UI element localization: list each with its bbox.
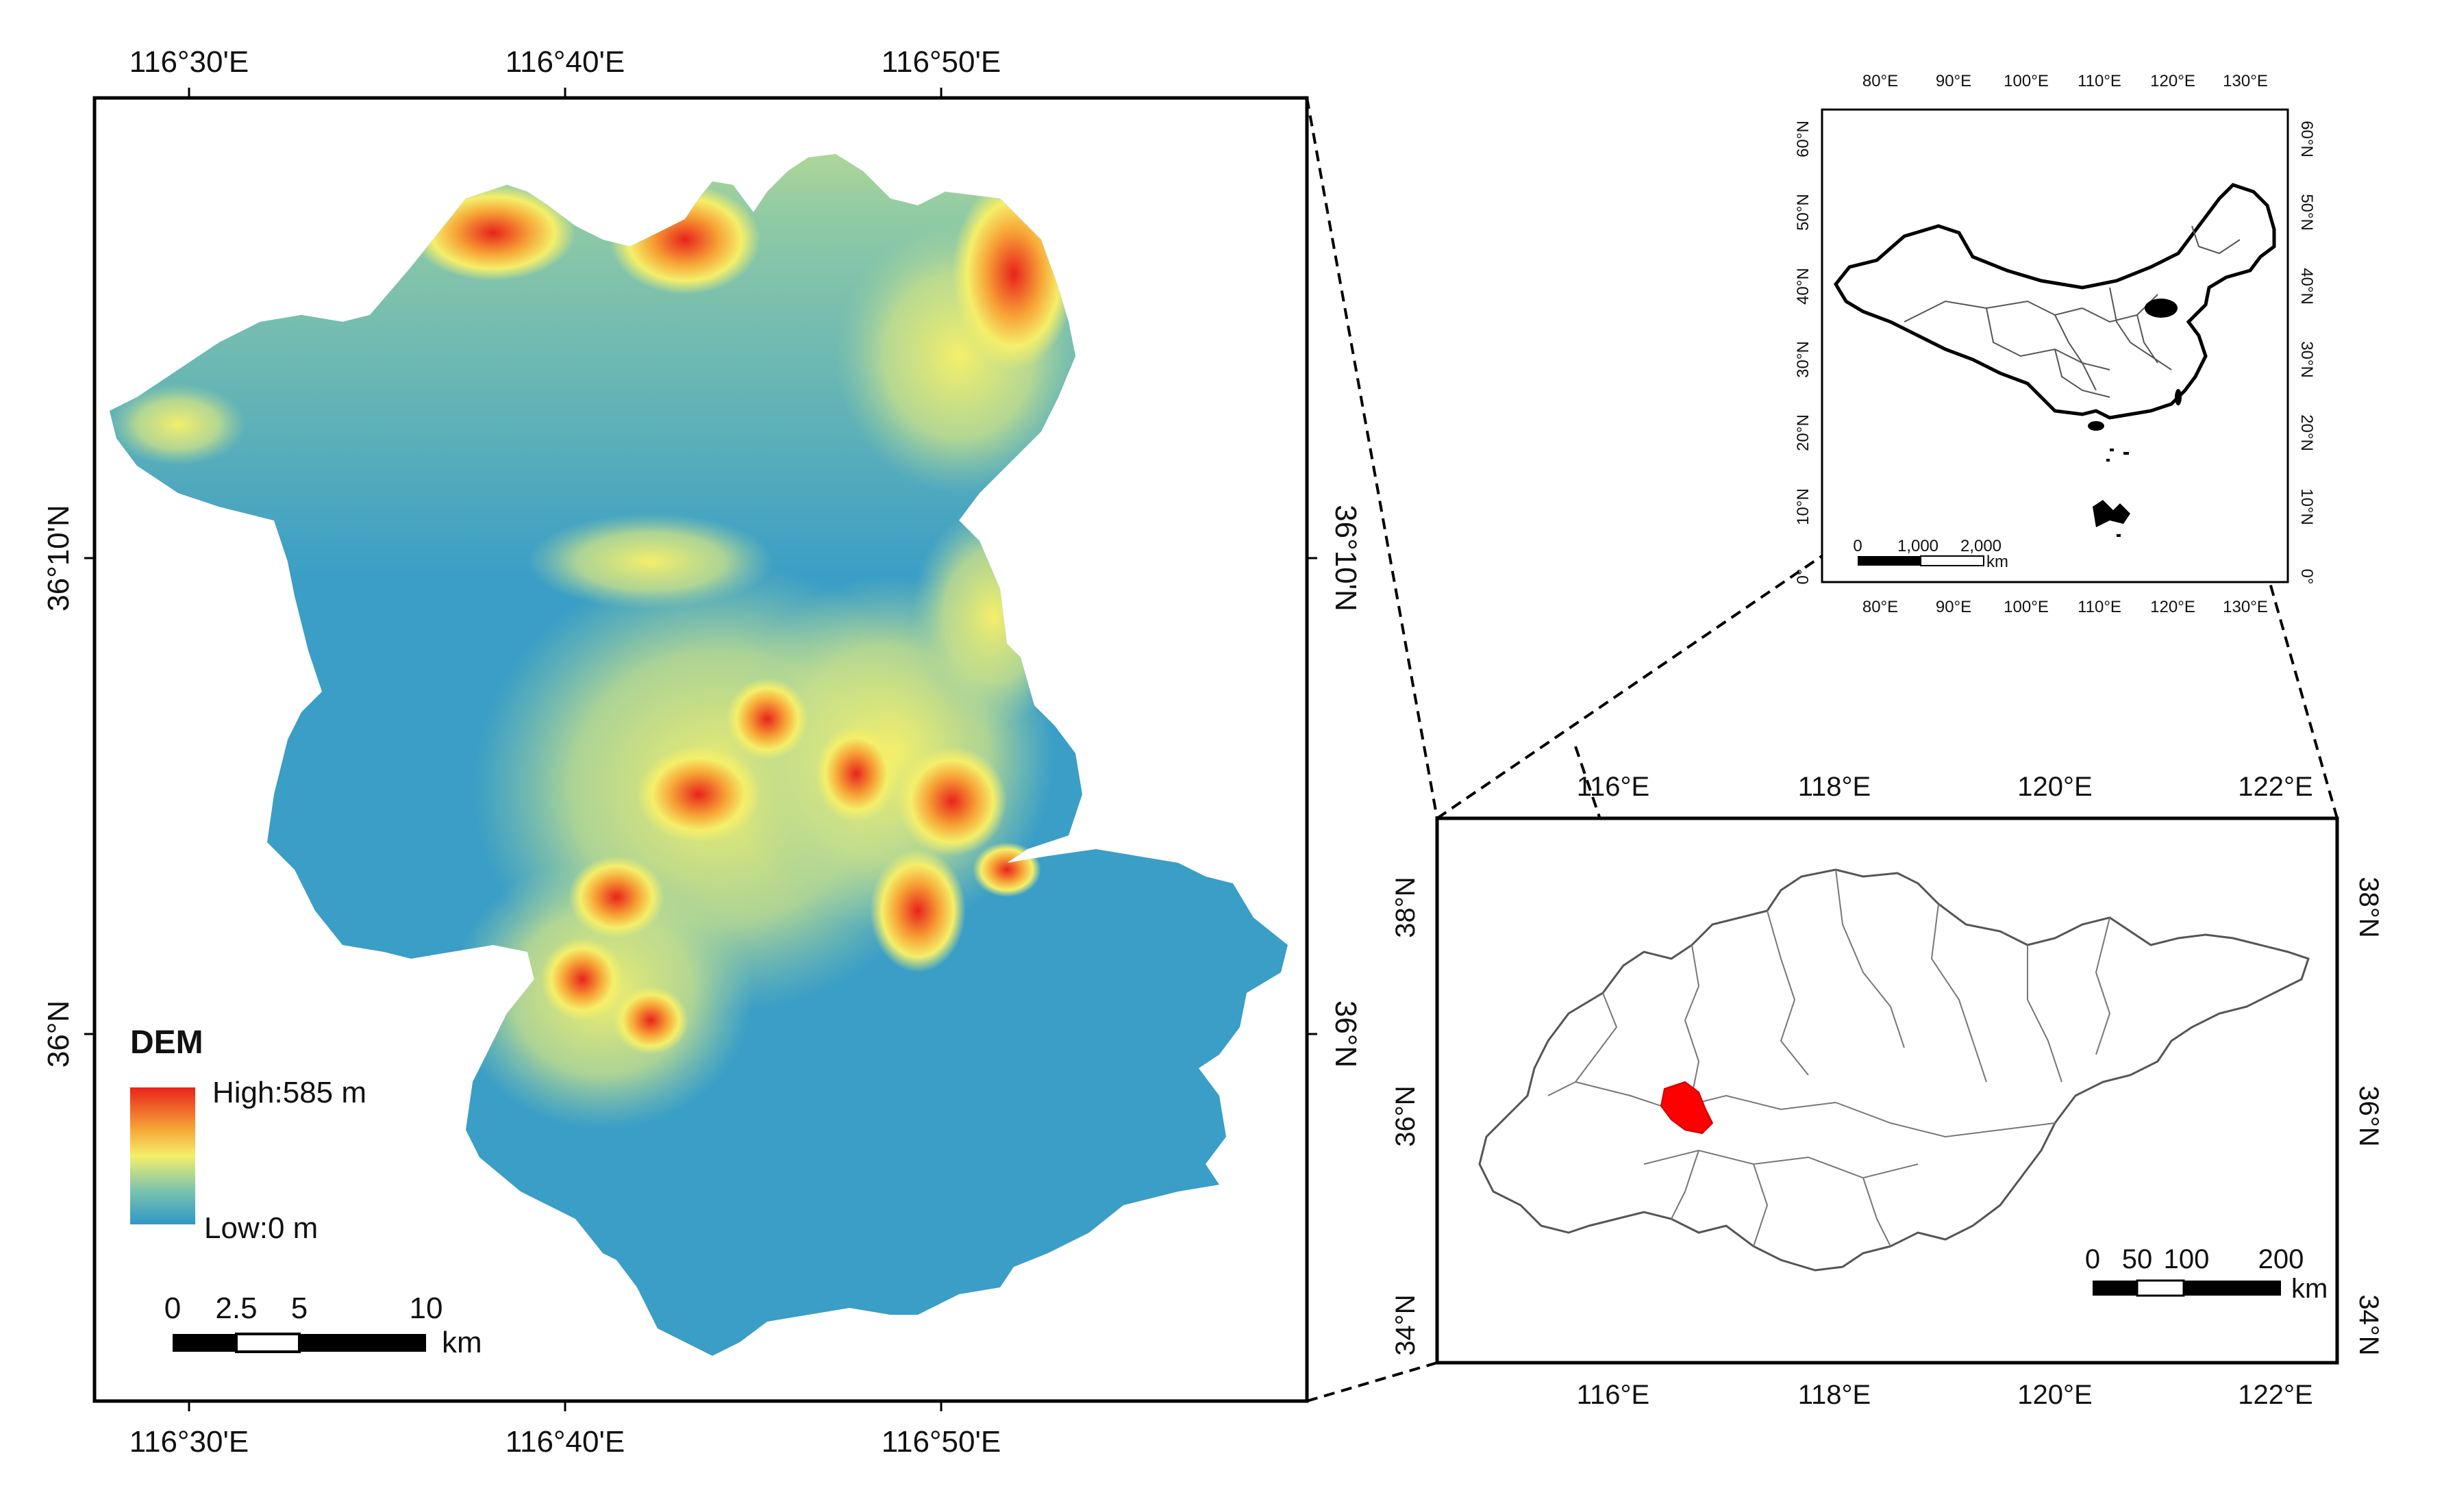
shandong-top-tick: 118°E	[1798, 772, 1871, 802]
shandong-bottom-ticks: 116°E 118°E 120°E 122°E	[1577, 1380, 2313, 1410]
shandong-left-tick: 36°N	[1391, 1085, 1421, 1146]
shandong-top-tick: 116°E	[1577, 772, 1649, 802]
study-area-highlight	[1660, 1081, 1714, 1135]
shandong-bottom-tick: 122°E	[2238, 1380, 2312, 1410]
shandong-scalebar-unit: km	[2291, 1274, 2328, 1304]
china-scalebar-unit: km	[1986, 553, 2008, 571]
china-bottom-ticks: 80°E 90°E 100°E 110°E 120°E 130°E	[1862, 598, 2268, 616]
china-top-tick: 80°E	[1862, 72, 1898, 90]
main-top-tick: 116°50'E	[882, 45, 1001, 79]
shandong-scalebar-label: 0	[2085, 1244, 2100, 1274]
china-left-tick: 60°N	[1794, 121, 1812, 158]
china-inset-map: 80°E 90°E 100°E 110°E 120°E 130°E 80°E 9…	[1794, 72, 2316, 616]
main-map-left-ticks: 36°10'N 36°N	[42, 505, 95, 1068]
main-bottom-tick: 116°50'E	[882, 1425, 1001, 1459]
china-left-tick: 10°N	[1794, 488, 1812, 525]
main-right-tick: 36°N	[1329, 1000, 1362, 1068]
china-left-tick: 30°N	[1794, 341, 1812, 378]
shandong-left-ticks: 38°N 36°N 34°N	[1391, 877, 1421, 1355]
main-left-tick: 36°10'N	[42, 505, 75, 612]
scalebar-label: 2.5	[215, 1292, 257, 1325]
main-map-right-ticks: 36°10'N 36°N	[1307, 505, 1362, 1068]
main-scalebar: 0 2.5 5 10 km	[164, 1292, 482, 1359]
china-right-tick: 10°N	[2297, 488, 2316, 525]
main-map-bottom-ticks: 116°30'E 116°40'E 116°50'E	[129, 1401, 1001, 1459]
china-top-tick: 90°E	[1936, 72, 1971, 90]
shandong-top-ticks: 116°E 118°E 120°E 122°E	[1577, 772, 2313, 802]
shandong-bottom-tick: 120°E	[2017, 1380, 2092, 1410]
main-top-tick: 116°40'E	[506, 45, 625, 79]
shandong-left-tick: 34°N	[1391, 1294, 1421, 1355]
main-left-tick: 36°N	[42, 1000, 75, 1068]
shandong-scalebar-label: 100	[2164, 1244, 2210, 1274]
china-province-lines	[1904, 225, 2241, 398]
legend-title: DEM	[130, 1024, 203, 1061]
china-right-tick: 40°N	[2297, 268, 2316, 305]
china-bottom-tick: 100°E	[2004, 598, 2049, 616]
shandong-right-tick: 34°N	[2354, 1294, 2384, 1355]
china-right-tick: 0°	[2297, 569, 2316, 585]
main-dem-map: 116°30'E 116°40'E 116°50'E 116°30'E 116°…	[42, 45, 1362, 1459]
china-left-tick: 20°N	[1794, 414, 1812, 451]
scalebar-unit: km	[442, 1326, 482, 1359]
china-top-tick: 100°E	[2004, 72, 2049, 90]
shandong-bottom-tick: 118°E	[1798, 1380, 1871, 1410]
dem-legend: DEM High:585 m Low:0 m	[130, 1024, 366, 1245]
main-right-tick: 36°10'N	[1329, 505, 1362, 612]
china-top-tick: 110°E	[2078, 72, 2121, 90]
legend-high-label: High:585 m	[212, 1076, 366, 1109]
china-left-tick: 50°N	[1794, 194, 1812, 231]
shandong-right-tick: 36°N	[2354, 1085, 2384, 1146]
legend-color-ramp	[130, 1087, 195, 1224]
shandong-inset-map: 116°E 118°E 120°E 122°E 116°E 118°E 120°…	[1391, 772, 2384, 1410]
china-right-ticks: 60°N 50°N 40°N 30°N 20°N 10°N 0°	[2297, 121, 2316, 584]
china-scalebar: 0 1,000 2,000 km	[1853, 537, 2008, 571]
shandong-scalebar-label: 200	[2258, 1244, 2304, 1274]
scalebar-label: 0	[164, 1292, 181, 1325]
china-bottom-tick: 80°E	[1862, 598, 1898, 616]
shandong-top-tick: 122°E	[2238, 772, 2312, 802]
china-scalebar-label: 0	[1853, 537, 1862, 555]
china-outline	[1833, 183, 2276, 420]
china-top-tick: 130°E	[2223, 72, 2268, 90]
china-bottom-tick: 130°E	[2223, 598, 2268, 616]
china-shandong-highlight	[2145, 299, 2178, 318]
shandong-bottom-tick: 116°E	[1577, 1380, 1649, 1410]
shandong-prefecture-lines	[1547, 869, 2111, 1247]
china-top-tick: 120°E	[2150, 72, 2195, 90]
shandong-left-tick: 38°N	[1391, 877, 1421, 937]
shandong-outline	[1478, 868, 2310, 1272]
china-top-ticks: 80°E 90°E 100°E 110°E 120°E 130°E	[1862, 72, 2268, 90]
main-bottom-tick: 116°40'E	[506, 1425, 625, 1459]
main-bottom-tick: 116°30'E	[129, 1425, 249, 1459]
shandong-right-ticks: 38°N 36°N 34°N	[2354, 877, 2384, 1355]
china-bottom-tick: 120°E	[2150, 598, 2195, 616]
china-right-tick: 60°N	[2297, 121, 2316, 158]
china-bottom-tick: 110°E	[2078, 598, 2121, 616]
china-right-tick: 30°N	[2297, 341, 2316, 378]
shandong-scalebar-label: 50	[2122, 1244, 2153, 1274]
main-top-tick: 116°30'E	[129, 45, 249, 79]
china-left-tick: 40°N	[1794, 268, 1812, 305]
scalebar-label: 5	[291, 1292, 308, 1325]
main-map-top-ticks: 116°30'E 116°40'E 116°50'E	[129, 45, 1001, 98]
shandong-right-tick: 38°N	[2354, 877, 2384, 937]
legend-low-label: Low:0 m	[204, 1211, 318, 1245]
shandong-scalebar: 0 50 100 200 km	[2085, 1244, 2328, 1304]
china-bottom-tick: 90°E	[1936, 598, 1971, 616]
china-islands	[2088, 389, 2182, 537]
china-right-tick: 20°N	[2297, 414, 2316, 451]
china-left-tick: 0°	[1794, 569, 1812, 585]
china-right-tick: 50°N	[2297, 194, 2316, 231]
china-scalebar-label: 2,000	[1960, 537, 2002, 555]
shandong-top-tick: 120°E	[2017, 772, 2092, 802]
china-left-ticks: 60°N 50°N 40°N 30°N 20°N 10°N 0°	[1794, 121, 1812, 584]
china-scalebar-label: 1,000	[1897, 537, 1938, 555]
scalebar-label: 10	[410, 1292, 443, 1325]
